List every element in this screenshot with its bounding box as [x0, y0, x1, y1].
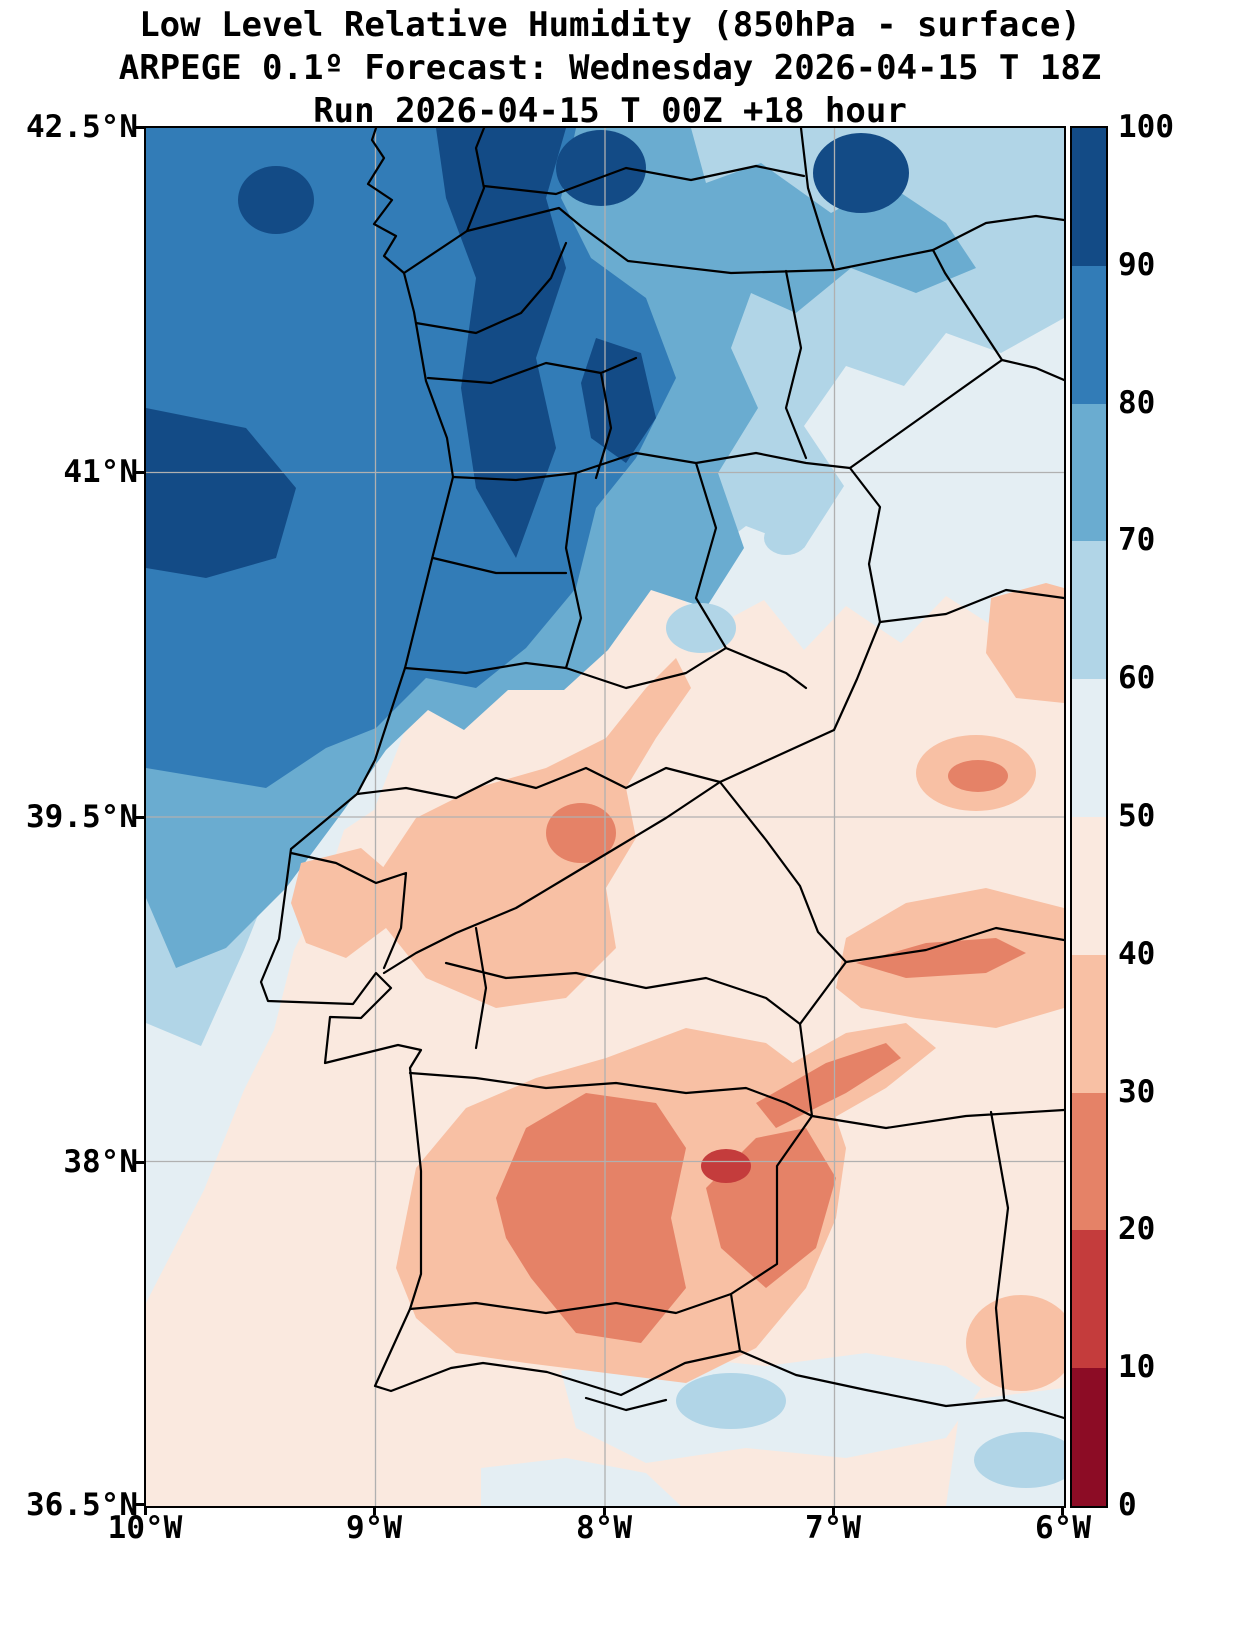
field-se-corner-60-70 [974, 1432, 1064, 1488]
field-spot-60-70-a [666, 603, 736, 653]
colorbar-band-10-20 [1072, 1230, 1106, 1369]
colorbar-tick-80: 80 [1118, 385, 1156, 421]
field-region-90-100-minho [581, 338, 656, 463]
figure-title-line-1: Low Level Relative Humidity (850hPa - su… [139, 5, 1081, 45]
spain-province-borders [465, 128, 1064, 1420]
field-region-90-100-top-a [556, 130, 646, 206]
lon-tick-label-10w: 10°W [107, 1510, 183, 1546]
humidity-map-svg [146, 128, 1064, 1506]
figure-title-line-2: ARPEGE 0.1º Forecast: Wednesday 2026-04-… [118, 48, 1102, 88]
y-axis-tick [135, 471, 144, 474]
lat-tick-label-39-5n: 39.5°N [26, 799, 138, 835]
lon-tick-label-6w: 6°W [1035, 1510, 1091, 1546]
field-region-30-40-lisbon [291, 848, 396, 958]
lat-tick-label-38n: 38°N [63, 1144, 138, 1180]
boundaries [259, 128, 1064, 1420]
field-region-90-100-spot [238, 166, 314, 234]
field-region-90-100-top-b [813, 133, 909, 213]
x-axis-tick [144, 1506, 147, 1515]
graticule [146, 128, 1064, 1506]
y-axis-tick [135, 1161, 144, 1164]
colorbar-tick-30: 30 [1118, 1074, 1156, 1110]
galicia-coastline [366, 128, 406, 275]
lon-tick-label-8w: 8°W [576, 1510, 632, 1546]
portugal-district-borders [289, 241, 852, 1412]
field-region-90-100-west-edge [146, 408, 296, 578]
colorbar [1070, 126, 1108, 1508]
field-region-20-30-alentejo-w [496, 1093, 686, 1343]
x-axis-tick [603, 1506, 606, 1515]
x-axis-tick [832, 1506, 835, 1515]
colorbar-tick-70: 70 [1118, 522, 1156, 558]
figure-title-line-3: Run 2026-04-15 T 00Z +18 hour [313, 91, 907, 131]
colorbar-band-90-100 [1072, 128, 1106, 266]
field-south-coast-60-70 [676, 1373, 786, 1429]
colorbar-band-30-40 [1072, 954, 1106, 1093]
colorbar-tick-10: 10 [1118, 1349, 1156, 1385]
colorbar-tick-40: 40 [1118, 936, 1156, 972]
y-axis-tick [135, 1503, 144, 1506]
field-region-30-40-ne [986, 583, 1064, 703]
colorbar-tick-60: 60 [1118, 660, 1156, 696]
field-region-10-20-spot [701, 1149, 751, 1183]
field-region-30-40-central [376, 658, 691, 1008]
colorbar-band-60-70 [1072, 541, 1106, 680]
colorbar-tick-20: 20 [1118, 1211, 1156, 1247]
map-layers [146, 128, 1064, 1506]
colorbar-band-80-90 [1072, 265, 1106, 404]
field-region-20-30-central-spot [546, 803, 616, 863]
lat-tick-label-36-5n: 36.5°N [26, 1487, 138, 1523]
colorbar-tick-90: 90 [1118, 247, 1156, 283]
colorbar-tick-100: 100 [1118, 109, 1174, 145]
y-axis-tick [135, 126, 144, 129]
colorbar-band-0-10 [1072, 1368, 1106, 1506]
colorbar-band-70-80 [1072, 403, 1106, 542]
colorbar-tick-0: 0 [1118, 1487, 1137, 1523]
y-axis-tick [135, 816, 144, 819]
colorbar-band-20-30 [1072, 1092, 1106, 1231]
colorbar-tick-50: 50 [1118, 798, 1156, 834]
portugal-outline [259, 206, 1004, 1397]
field-region-20-30-east-spot [948, 760, 1008, 792]
x-axis-tick [1061, 1506, 1064, 1515]
x-axis-tick [373, 1506, 376, 1515]
figure-title-block: Low Level Relative Humidity (850hPa - su… [0, 4, 1220, 133]
colorbar-band-40-50 [1072, 816, 1106, 955]
field-spot-60-70-b [764, 521, 808, 555]
field-region-30-40-se [966, 1295, 1064, 1391]
field-region-90-100-coast [436, 128, 566, 558]
lon-tick-label-7w: 7°W [805, 1510, 861, 1546]
field-bottom-50-60 [481, 1458, 681, 1506]
map-plot [144, 126, 1066, 1508]
lat-tick-label-41n: 41°N [63, 454, 138, 490]
lat-tick-label-42-5n: 42.5°N [26, 109, 138, 145]
field-region-20-30-east-streak [856, 938, 1026, 978]
lon-tick-label-9w: 9°W [346, 1510, 402, 1546]
colorbar-band-50-60 [1072, 679, 1106, 817]
